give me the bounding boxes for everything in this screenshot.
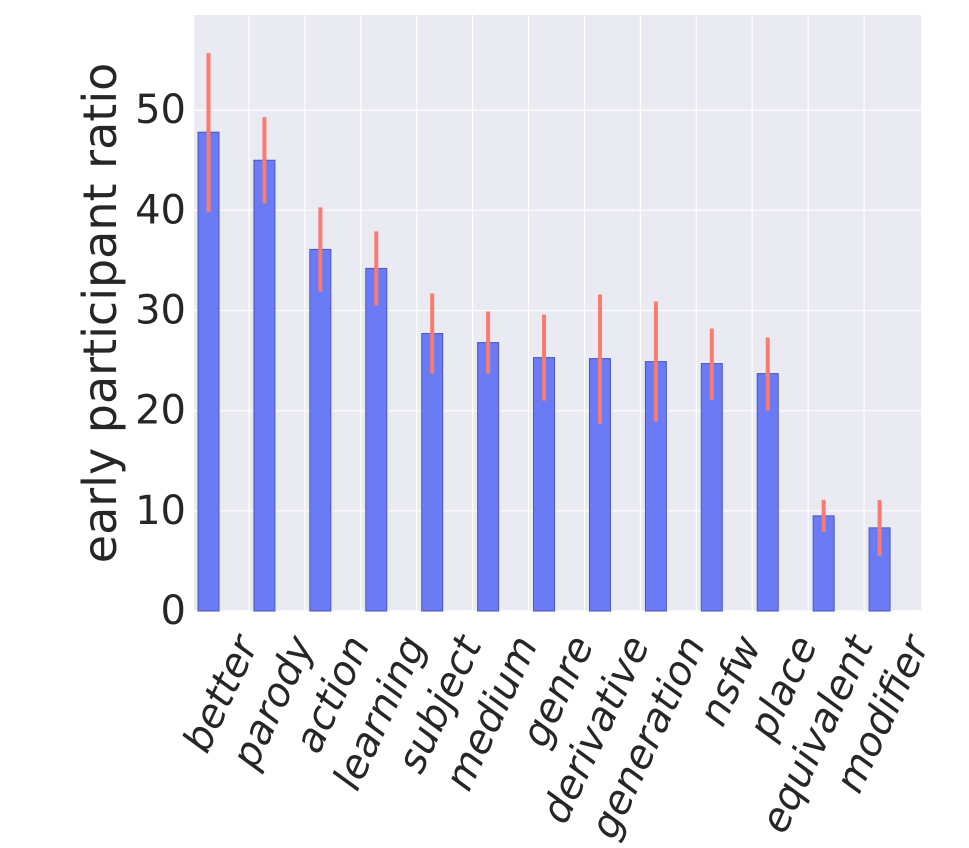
- bar-nsfw: [700, 363, 723, 612]
- bar-medium: [477, 342, 500, 612]
- y-tick-label: 40: [135, 187, 186, 233]
- grid-lines: [194, 15, 921, 612]
- bar-learning: [365, 267, 388, 612]
- y-tick-label: 10: [135, 488, 186, 534]
- y-tick-label: 20: [135, 388, 186, 434]
- x-tick-labels: betterparodyactionlearningsubjectmediumg…: [174, 627, 940, 846]
- y-axis-label: early participant ratio: [73, 63, 127, 563]
- bars: [197, 131, 891, 612]
- bar-parody: [253, 159, 276, 612]
- y-tick-label: 50: [135, 87, 186, 133]
- bar-action: [309, 248, 332, 612]
- error-bars: [206, 53, 882, 556]
- bar-subject: [421, 333, 444, 612]
- y-tick-label: 30: [135, 287, 186, 333]
- y-tick-labels: 0 10 20 30 40 50: [135, 87, 186, 634]
- plot-background: [194, 15, 921, 611]
- y-tick-label: 0: [161, 588, 186, 634]
